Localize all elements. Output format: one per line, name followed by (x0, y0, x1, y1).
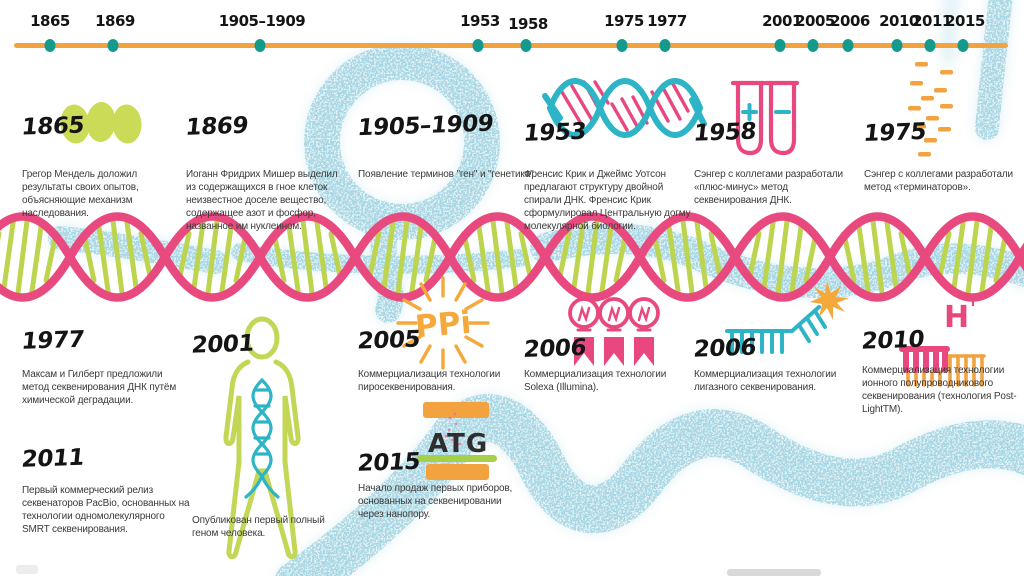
event-year: 2005 (356, 326, 422, 355)
event-2006-ligase: 2006 Коммерциализация технологии лигазно… (692, 334, 849, 394)
event-text: Первый коммерческий релиз секвенаторов P… (22, 485, 190, 535)
event-1975: 1975 Сэнгер с коллегами разработали мето… (862, 118, 1024, 194)
event-text: Коммерциализация технологии ионного полу… (862, 365, 1017, 415)
event-year: 1865 (20, 112, 86, 141)
event-year: 1953 (522, 118, 588, 147)
event-2010: 2010 Коммерциализация технологии ионного… (860, 326, 1022, 416)
event-year: 1905–1909 (356, 110, 495, 142)
timeline-dot (616, 39, 628, 52)
dna-helix-banner (0, 212, 1024, 302)
timeline-dot (472, 39, 484, 52)
event-2001: 2001 Опубликован первый полный геном чел… (190, 330, 352, 540)
event-year: 2011 (20, 444, 86, 473)
event-1953: 1953 Френсис Крик и Джеймс Уотсон предла… (522, 118, 692, 233)
event-year: 2010 (860, 326, 926, 355)
timeline-axis (14, 43, 1008, 48)
event-1869: 1869 Иоганн Фридрих Мишер выделил из сод… (184, 112, 348, 233)
event-1958: 1958 Сэнгер с коллегами разработали «плю… (692, 118, 854, 207)
event-text: Грегор Мендель доложил результаты своих … (22, 169, 139, 219)
event-text: Френсис Крик и Джеймс Уотсон предлагают … (524, 169, 691, 232)
event-2011: 2011 Первый коммерческий релиз секвенато… (20, 444, 190, 536)
event-year: 1958 (692, 118, 758, 147)
event-2005: 2005 Коммерциализация технологии пиросек… (356, 326, 510, 394)
timeline-tick-1865: 1865 (30, 12, 70, 30)
timeline-tick-2015: 2015 (945, 12, 985, 30)
timeline-tick-1953: 1953 (460, 12, 500, 30)
timeline-dot (659, 39, 671, 52)
timeline-tick-2005: 2005 (795, 12, 835, 30)
timeline-dot (807, 39, 819, 52)
event-text: Сэнгер с коллегами разработали метод «те… (864, 169, 1013, 193)
timeline-tick-1958: 1958 (508, 15, 548, 33)
timeline-dot (891, 39, 903, 52)
event-text: Появление терминов "ген" и "генетика". (358, 169, 537, 180)
event-text: Сэнгер с коллегами разработали «плюс-мин… (694, 169, 843, 206)
event-text: Коммерциализация технологии Solexa (Illu… (524, 369, 667, 393)
event-year: 1975 (862, 118, 928, 148)
h-plus-sup: + (965, 289, 981, 311)
timeline-tick-2006: 2006 (830, 12, 870, 30)
timeline-dot (774, 39, 786, 52)
event-text: Опубликован первый полный геном человека… (192, 515, 325, 539)
timeline-dot (924, 39, 936, 52)
timeline-dot (842, 39, 854, 52)
event-text: Начало продаж первых приборов, основанны… (358, 483, 513, 520)
event-year: 2015 (356, 448, 422, 477)
event-text: Максам и Гилберт предложили метод секвен… (22, 369, 177, 406)
event-text: Иоганн Фридрих Мишер выделил из содержащ… (186, 169, 338, 232)
event-year: 2001 (190, 330, 256, 359)
event-year: 1869 (184, 112, 250, 141)
event-year: 2006 (692, 334, 758, 363)
timeline-dot (520, 39, 532, 52)
timeline-tick-1869: 1869 (95, 12, 135, 30)
bottom-right-bar (727, 569, 821, 576)
timeline-dot (254, 39, 266, 52)
event-1977: 1977 Максам и Гилберт предложили метод с… (20, 326, 184, 407)
timeline-tick-1977: 1977 (647, 12, 687, 30)
event-text: Коммерциализация технологии пиросеквенир… (358, 369, 501, 393)
timeline-tick-1975: 1975 (604, 12, 644, 30)
timeline-tick-1905-1909: 1905–1909 (218, 12, 306, 30)
event-year: 1977 (20, 326, 86, 355)
event-1865: 1865 Грегор Мендель доложил результаты с… (20, 112, 174, 220)
event-2015: 2015 Начало продаж первых приборов, осно… (356, 448, 526, 521)
timeline-dot (107, 39, 119, 52)
event-year: 2006 (522, 334, 588, 363)
event-text: Коммерциализация технологии лигазного се… (694, 369, 837, 393)
event-1905-1909: 1905–1909 Появление терминов "ген" и "ге… (356, 110, 548, 181)
star-burst (810, 281, 849, 320)
timeline-dot (957, 39, 969, 52)
timeline-dot (44, 39, 56, 52)
event-2006-solexa: 2006 Коммерциализация технологии Solexa … (522, 334, 696, 394)
bottom-left-bar (16, 565, 38, 574)
